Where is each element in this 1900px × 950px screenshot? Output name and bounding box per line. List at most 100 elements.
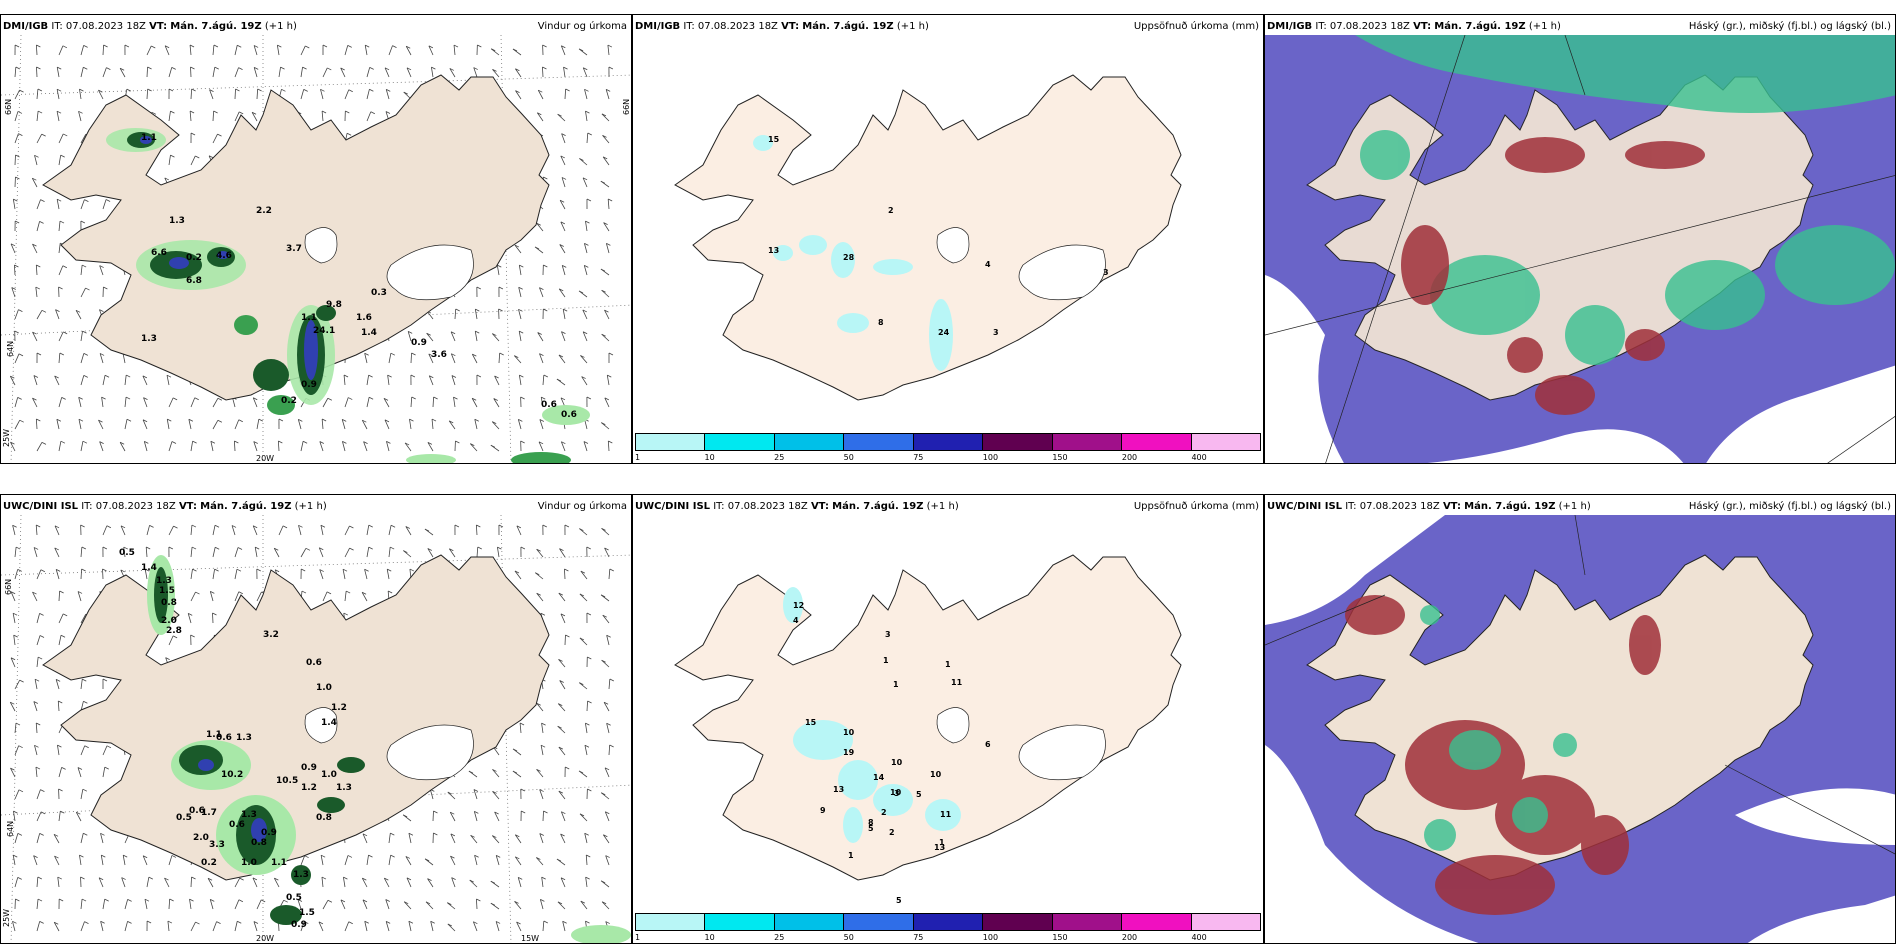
colorbar-tick: 75 bbox=[913, 453, 924, 462]
wind-barb-flag bbox=[78, 396, 83, 400]
wind-barb bbox=[12, 855, 16, 866]
wind-barb-flag bbox=[449, 420, 454, 424]
wind-barb bbox=[34, 745, 38, 756]
wind-barb-flag bbox=[600, 180, 606, 184]
vt-value: Mán. 7.ágú. 19Z bbox=[802, 21, 894, 32]
wind-barb-flag bbox=[56, 88, 62, 92]
wind-barb-flag bbox=[260, 899, 266, 903]
wind-barb bbox=[498, 352, 501, 364]
wind-barb bbox=[189, 111, 192, 122]
wind-barb-flag bbox=[491, 48, 496, 52]
colorbar-tick: 75 bbox=[913, 933, 924, 942]
wind-barb bbox=[33, 701, 38, 712]
vt-label: VT: bbox=[1442, 501, 1461, 512]
wind-barb-flag bbox=[579, 682, 584, 686]
wind-barb-flag bbox=[305, 547, 311, 551]
wind-barb bbox=[53, 834, 60, 844]
wind-barb bbox=[234, 591, 240, 602]
wind-map: 0.51.41.31.50.82.02.8 3.20.61.01.21.41.10… bbox=[1, 515, 631, 943]
wind-barb-flag bbox=[320, 88, 325, 92]
wind-barb-flag bbox=[63, 133, 68, 137]
wind-barb bbox=[58, 265, 64, 276]
wind-barb bbox=[604, 309, 610, 320]
wind-barb-flag bbox=[82, 330, 87, 334]
wind-barb bbox=[431, 419, 434, 430]
wind-barb-flag bbox=[521, 810, 526, 814]
wind-barb-flag bbox=[492, 791, 497, 794]
wind-barb bbox=[404, 442, 412, 452]
wind-barb-flag bbox=[54, 375, 59, 379]
wind-barb bbox=[344, 591, 347, 602]
lon-label-20: 20W bbox=[256, 934, 274, 943]
wind-barb bbox=[515, 90, 522, 100]
wind-barb-flag bbox=[559, 288, 564, 292]
high-cloud-patches bbox=[1355, 35, 1895, 365]
wind-barb-flag bbox=[343, 612, 348, 616]
wind-barb bbox=[190, 397, 196, 408]
wind-barb bbox=[604, 767, 610, 778]
wind-barb bbox=[35, 722, 38, 734]
wind-barb-flag bbox=[274, 877, 279, 881]
wind-barb bbox=[32, 591, 38, 602]
wind-barb-flag bbox=[18, 133, 23, 136]
wind-barb-flag bbox=[194, 397, 199, 401]
wind-barb bbox=[168, 525, 174, 536]
wind-barb bbox=[362, 899, 368, 910]
wind-barb-flag bbox=[209, 89, 214, 92]
wind-barb-flag bbox=[515, 90, 520, 94]
wind-barb bbox=[212, 921, 217, 932]
wind-barb bbox=[58, 353, 61, 364]
wind-barb bbox=[32, 331, 38, 342]
glacier bbox=[936, 227, 970, 264]
wind-barb bbox=[58, 45, 64, 56]
wind-barb bbox=[212, 133, 218, 144]
wind-barb bbox=[55, 309, 60, 320]
wind-barb bbox=[601, 901, 610, 910]
wind-barb-flag bbox=[188, 613, 193, 616]
wind-barb-flag bbox=[536, 592, 541, 596]
wind-barb bbox=[341, 419, 346, 430]
wind-barb-flag bbox=[368, 524, 373, 528]
wind-barb bbox=[540, 745, 544, 756]
wind-barb-flag bbox=[603, 701, 609, 705]
wind-barb-flag bbox=[455, 440, 460, 444]
wind-barb-flag bbox=[37, 876, 43, 880]
wind-barb bbox=[300, 548, 307, 558]
wind-barb-flag bbox=[62, 331, 68, 335]
it-value: 07.08.2023 18Z bbox=[1329, 21, 1410, 32]
wind-barb bbox=[256, 88, 259, 100]
wind-barb-flag bbox=[164, 177, 169, 181]
wind-barb-flag bbox=[559, 199, 565, 203]
colorbar-swatch bbox=[983, 914, 1053, 930]
value-label: 0.5 bbox=[119, 548, 135, 558]
wind-barb bbox=[518, 375, 522, 386]
wind-barb bbox=[558, 746, 566, 756]
wind-barb-flag bbox=[369, 88, 374, 92]
wind-barb-flag bbox=[390, 832, 395, 836]
wind-barb bbox=[366, 547, 370, 558]
wind-barb bbox=[601, 113, 610, 122]
lon-label-25: 25W bbox=[2, 429, 11, 447]
wind-barb bbox=[516, 525, 522, 536]
panel-wind-top: DMI/IGB IT: 07.08.2023 18Z VT: Mán. 7.ág… bbox=[0, 14, 632, 464]
wind-barb bbox=[77, 767, 82, 778]
wind-barb bbox=[558, 288, 566, 298]
wind-barb bbox=[80, 287, 86, 298]
wind-barb bbox=[56, 111, 60, 122]
wind-barb bbox=[119, 68, 126, 78]
it-value: 07.08.2023 18Z bbox=[65, 21, 146, 32]
wind-barb-flag bbox=[13, 810, 18, 814]
wind-barb bbox=[14, 789, 20, 800]
value-label: 3.2 bbox=[263, 630, 279, 640]
wind-barb-flag bbox=[476, 286, 482, 290]
wind-barb-flag bbox=[409, 568, 415, 572]
wind-barb bbox=[607, 45, 610, 56]
wind-barb bbox=[406, 67, 412, 78]
wind-barb bbox=[35, 264, 38, 276]
wind-barb bbox=[605, 89, 610, 100]
wind-barb-flag bbox=[17, 397, 22, 400]
wind-barb bbox=[557, 725, 566, 734]
wind-barb bbox=[12, 525, 16, 536]
accum-map: 15 2 13 28 8 24 4 3 3 bbox=[674, 74, 1182, 401]
